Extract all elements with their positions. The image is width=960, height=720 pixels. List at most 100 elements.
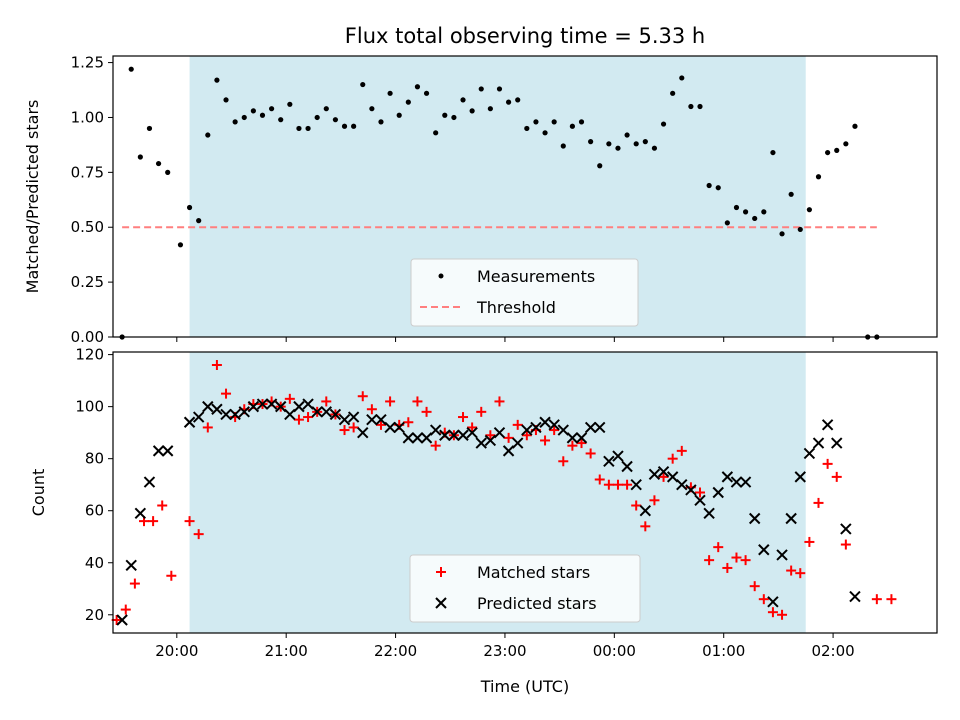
matched-point [831,471,842,482]
predicted-point [256,398,269,410]
matched-point [303,412,314,423]
predicted-point [840,523,852,535]
measurement-point [487,106,493,112]
matched-point [421,406,432,417]
predicted-point [265,398,278,410]
measurement-point [660,121,667,127]
legend-matched-label: Matched stars [477,563,590,582]
predicted-point [384,421,396,434]
measurement-point [433,130,439,136]
predicted-point [347,411,360,423]
matched-point [813,497,824,508]
matched-point [840,539,851,550]
x-tick-label: 00:00 [593,642,636,660]
top-legend: Measurements Threshold [410,258,639,327]
predicted-point [320,406,332,418]
predicted-point [338,413,351,426]
predicted-point [539,416,551,428]
legend-measurements-label: Measurements [477,267,595,286]
measurement-point [742,209,749,215]
measurement-point [405,99,411,105]
matched-point [695,487,706,498]
matched-point [676,445,687,456]
chart-title: Flux total observing time = 5.33 h [345,24,705,48]
legend-predicted-marker [435,597,447,609]
measurement-point [706,182,712,189]
predicted-point [357,426,369,439]
predicted-point [220,408,232,421]
measurement-point [146,125,153,132]
predicted-point [411,432,424,444]
matched-point [476,406,487,417]
predicted-point [293,400,305,413]
predicted-point [821,419,834,431]
measurement-point [360,81,366,88]
predicted-point [211,403,223,415]
predicted-point [603,455,615,467]
y-tick-label: 0.25 [71,273,104,291]
measurement-point [478,86,484,92]
matched-point [357,391,368,402]
legend-measurements-marker [438,273,444,279]
measurement-point [578,119,585,125]
predicted-point [125,559,137,572]
predicted-point [694,494,706,507]
predicted-point [311,406,323,418]
measurement-point [442,112,448,118]
legend-matched-marker [436,567,446,577]
measurement-point [551,119,557,125]
y-tick-label: 1.25 [71,54,104,72]
measurement-point [250,108,256,114]
measurement-point [633,141,639,147]
matched-point [704,555,715,566]
predicted-point [521,424,533,436]
matched-point [293,414,304,425]
measurement-point [797,226,803,233]
predicted-point [785,512,797,525]
y-tick-label: 1.00 [71,108,104,126]
matched-point [284,393,295,404]
measurement-point [752,215,758,222]
predicted-point [849,590,861,603]
y-tick-label: 0.00 [71,328,104,346]
matched-point [713,542,724,553]
measurement-point [496,86,503,92]
bottom-panel: 20 40 60 80 100 120 20:00 21:00 22:00 23:00 00:00… [29,346,938,696]
matched-point [221,388,232,399]
predicted-point [493,426,506,439]
bottom-y-axis-label: Count [29,469,48,517]
predicted-point [594,421,606,434]
bottom-x-axis-label: Time (UTC) [480,677,569,696]
measurement-point [606,141,612,147]
matched-point [321,396,332,407]
matched-point [640,521,651,532]
x-tick-label: 01:00 [702,642,745,660]
measurement-point [423,90,430,96]
measurement-point [779,231,785,237]
matched-point [339,425,350,436]
measurement-point [305,125,311,132]
measurement-point [679,75,685,81]
matched-point [211,360,222,371]
measurement-point [223,97,229,103]
measurement-point [651,145,658,151]
measurement-point [770,149,776,156]
predicted-point [657,465,670,478]
measurement-point [724,220,730,226]
legend-threshold-label: Threshold [476,298,556,317]
matched-point [758,594,769,605]
predicted-point [730,476,743,488]
predicted-point [152,445,165,457]
predicted-point [812,437,825,449]
measurement-point [314,114,320,121]
bottom-points [111,360,897,626]
y-tick-label: 0.50 [71,218,104,236]
matched-point [485,430,496,441]
matched-point [667,453,678,464]
measurement-point [369,106,375,112]
measurement-point [697,103,703,110]
x-tick-label: 22:00 [374,642,417,660]
predicted-point [161,445,174,457]
legend-predicted-label: Predicted stars [477,594,597,613]
x-tick-label: 20:00 [155,642,198,660]
